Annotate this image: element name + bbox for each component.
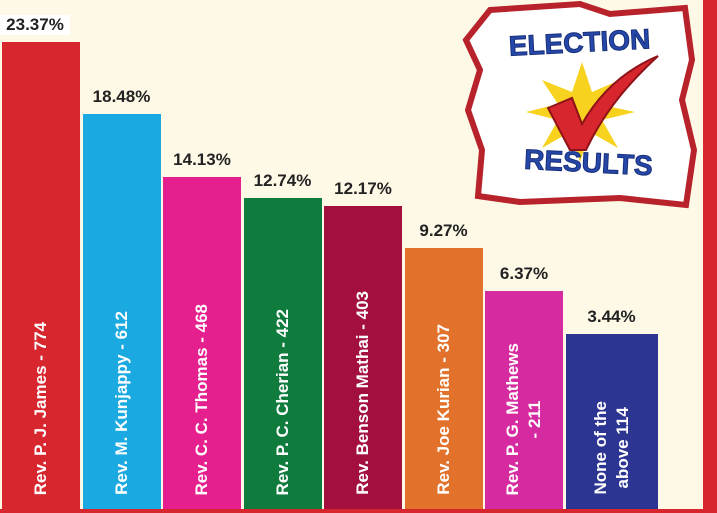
category-label: Rev. Joe Kurian - 307 — [433, 324, 455, 495]
value-label: 9.27% — [405, 221, 483, 241]
category-label: None of the above 114 — [590, 401, 634, 495]
bar: Rev. Benson Mathai - 403 — [324, 206, 402, 509]
category-label: Rev. C. C. Thomas - 468 — [191, 304, 213, 495]
bar: Rev. M. Kunjappy - 612 — [83, 114, 161, 509]
category-label: Rev. P. C. Cherian - 422 — [272, 309, 294, 495]
value-label: 12.17% — [324, 179, 402, 199]
value-label: 18.48% — [83, 87, 161, 107]
bar: Rev. Joe Kurian - 307 — [405, 248, 483, 509]
category-label: Rev. P. J. James - 774 — [30, 322, 52, 495]
bar: None of the above 114 — [566, 334, 658, 509]
category-label: Rev. P. G. Mathews - 211 — [502, 343, 546, 495]
category-label: Rev. Benson Mathai - 403 — [352, 291, 374, 495]
value-label: 6.37% — [485, 264, 563, 284]
category-label: Rev. M. Kunjappy - 612 — [111, 311, 133, 495]
bar: Rev. P. J. James - 774 — [2, 42, 80, 509]
logo: ELECTION RESULTS — [460, 0, 705, 210]
value-label: 14.13% — [163, 150, 241, 170]
bar: Rev. P. G. Mathews - 211 — [485, 291, 563, 509]
value-label: 3.44% — [566, 307, 658, 327]
page: Rev. P. J. James - 774 23.37% Rev. M. Kunj… — [0, 0, 717, 513]
bar: Rev. C. C. Thomas - 468 — [163, 177, 241, 509]
bar: Rev. P. C. Cherian - 422 — [244, 198, 322, 509]
value-label: 23.37% — [0, 15, 70, 35]
value-label: 12.74% — [244, 171, 322, 191]
